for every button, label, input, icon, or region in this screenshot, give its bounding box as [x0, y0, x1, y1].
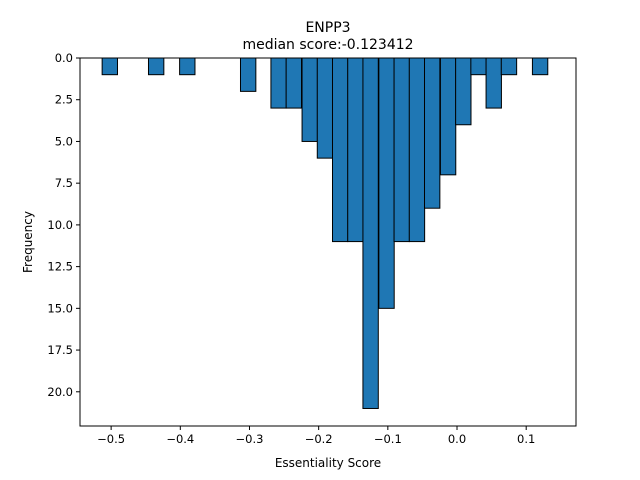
y-tick-label: 15.0: [47, 301, 73, 315]
y-tick-label: 0.0: [55, 51, 73, 65]
histogram-bar-19: [500, 57, 518, 76]
x-tick-label: 0.1: [517, 432, 535, 446]
histogram-bar-13: [408, 57, 426, 243]
y-tick-label: 12.5: [47, 260, 73, 274]
histogram-bar-0: [101, 57, 118, 76]
y-tick-label: 2.5: [55, 93, 73, 107]
y-tick-label: 5.0: [55, 134, 73, 148]
y-axis-label: Frequency: [21, 211, 35, 273]
histogram-bar-18: [485, 57, 502, 109]
histogram-bar-20: [531, 57, 549, 76]
histogram-bar-16: [455, 57, 472, 126]
histogram-bar-14: [424, 57, 441, 209]
x-tick-label: −0.4: [166, 432, 194, 446]
histogram-bar-15: [439, 57, 457, 176]
histogram-bar-10: [362, 57, 379, 409]
histogram-bar-12: [393, 57, 410, 243]
histogram-bar-17: [470, 57, 487, 76]
histogram-bar-1: [147, 57, 165, 76]
histogram-bar-11: [378, 57, 395, 309]
histogram-bar-9: [347, 57, 364, 243]
y-axis-ticks: 0.0 2.5 5.0 7.5 10.0 12.5 15.0 17.5 20.0: [47, 51, 80, 399]
histogram-bar-3: [239, 57, 257, 92]
x-tick-label: −0.2: [305, 432, 333, 446]
y-tick-label: 7.5: [55, 176, 73, 190]
x-tick-label: −0.5: [97, 432, 125, 446]
bars-group: [101, 57, 549, 409]
histogram-bar-5: [285, 57, 303, 109]
chart-title: ENPP3: [305, 20, 350, 36]
histogram-bar-7: [316, 57, 334, 159]
x-axis-label: Essentiality Score: [275, 456, 381, 470]
chart-subtitle: median score:-0.123412: [242, 37, 413, 53]
y-tick-label: 10.0: [47, 218, 73, 232]
histogram-bar-2: [179, 57, 196, 76]
x-tick-label: 0.0: [448, 432, 466, 446]
histogram-bar-6: [301, 57, 318, 142]
histogram-bar-4: [270, 57, 287, 109]
histogram-bar-8: [331, 57, 349, 243]
x-axis-ticks: −0.5 −0.4 −0.3 −0.2 −0.1 0.0 0.1: [97, 426, 535, 446]
plot-frame: [79, 57, 577, 427]
y-tick-label: 20.0: [47, 385, 73, 399]
x-tick-label: −0.3: [236, 432, 264, 446]
y-tick-label: 17.5: [47, 343, 73, 357]
x-tick-label: −0.1: [374, 432, 402, 446]
